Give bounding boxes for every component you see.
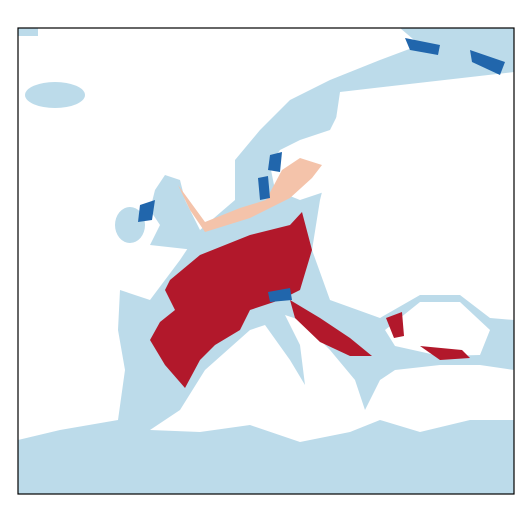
great-britain: [150, 175, 200, 250]
blue-patches: [138, 38, 505, 302]
red-region: [150, 212, 312, 388]
blue-norway-south: [258, 176, 270, 200]
red-balkans: [290, 300, 372, 356]
blue-scotland: [138, 200, 155, 222]
map-frame: [17, 27, 515, 495]
east-no-data: [312, 72, 514, 320]
ireland: [115, 207, 145, 243]
red-black-sea-south: [420, 346, 470, 360]
blue-north: [405, 38, 440, 55]
pink-region: [178, 158, 322, 232]
iceland: [25, 82, 85, 108]
map-body: [18, 28, 514, 494]
blue-sweden: [268, 152, 282, 172]
red-black-sea-north: [386, 312, 404, 338]
mediterranean: [150, 315, 514, 442]
black-sea: [385, 302, 490, 356]
atlantic: [18, 28, 420, 440]
blue-kola: [470, 50, 505, 75]
greenland-edge: [18, 28, 38, 36]
blue-alps: [268, 288, 292, 302]
